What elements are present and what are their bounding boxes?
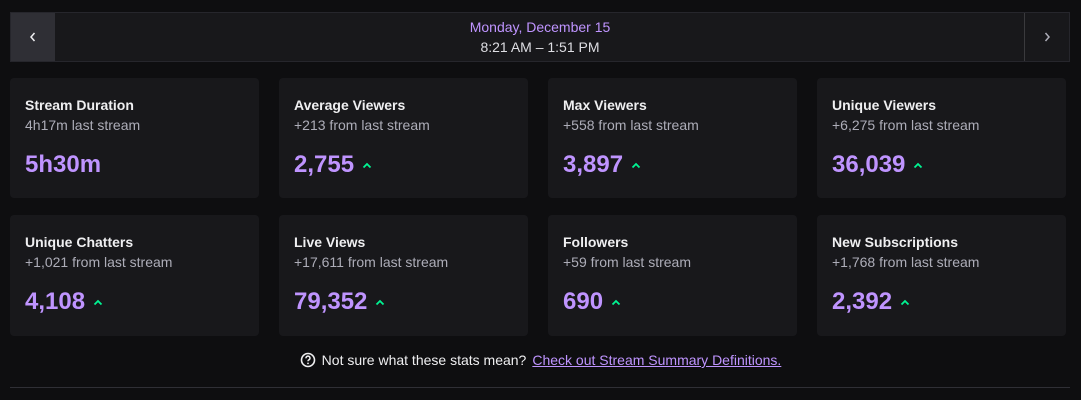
stat-comparison: +213 from last stream	[294, 117, 430, 133]
stat-value-row: 5h30m	[25, 150, 244, 180]
stat-title: Max Viewers	[563, 97, 647, 113]
trend-up-icon	[611, 298, 621, 306]
chevron-right	[1044, 32, 1050, 42]
help-icon	[300, 352, 315, 368]
stat-value-row: 4,108	[25, 287, 244, 317]
stat-value-row: 2,755	[294, 150, 513, 180]
stat-comparison: +1,021 from last stream	[25, 254, 173, 270]
stat-card: Unique Viewers +6,275 from last stream 36,…	[817, 78, 1066, 198]
divider	[10, 387, 1070, 388]
stat-comparison: 4h17m last stream	[25, 117, 141, 133]
stat-comparison: +6,275 from last stream	[832, 117, 980, 133]
chevron-left	[30, 32, 36, 42]
trend-up-icon	[900, 298, 910, 306]
stat-value-row: 2,392	[832, 287, 1051, 317]
previous-button[interactable]	[11, 13, 55, 61]
stat-title: Unique Chatters	[25, 234, 134, 250]
stat-comparison: +558 from last stream	[563, 117, 699, 133]
help-footer: Not sure what these stats mean? Check ou…	[0, 352, 1081, 368]
stat-title: Average Viewers	[294, 97, 406, 113]
stat-card: Unique Chatters +1,021 from last stream 4,…	[10, 215, 259, 336]
stat-value-row: 36,039	[832, 150, 1051, 180]
stat-title: Stream Duration	[25, 97, 134, 113]
stat-title: Unique Viewers	[832, 97, 937, 113]
date-navigator: Monday, December 15 8:21 AM – 1:51 PM	[10, 12, 1070, 62]
stat-comparison: +17,611 from last stream	[294, 254, 449, 270]
stat-comparison: +59 from last stream	[563, 254, 691, 270]
next-button[interactable]	[1024, 13, 1069, 61]
stat-value: 3,897	[563, 151, 624, 178]
trend-up-icon	[93, 298, 103, 306]
stat-value: 36,039	[832, 151, 906, 178]
trend-up-icon	[375, 298, 385, 306]
stat-value: 690	[563, 288, 604, 315]
definitions-link[interactable]: Check out Stream Summary Definitions.	[532, 352, 782, 368]
stat-title: Live Views	[294, 234, 366, 250]
stat-value: 2,755	[294, 151, 355, 178]
stat-value: 5h30m	[25, 151, 102, 178]
stat-card: Followers +59 from last stream 690	[548, 215, 797, 336]
stat-card: New Subscriptions +1,768 from last stream…	[817, 215, 1066, 336]
stat-comparison: +1,768 from last stream	[832, 254, 980, 270]
stat-value: 2,392	[832, 288, 893, 315]
stat-card: Average Viewers +213 from last stream 2,75…	[279, 78, 528, 198]
stat-value-row: 79,352	[294, 287, 513, 317]
stat-value: 4,108	[25, 288, 86, 315]
stat-card: Max Viewers +558 from last stream 3,897	[548, 78, 797, 198]
stat-title: Followers	[563, 234, 629, 250]
stat-value-row: 3,897	[563, 150, 782, 180]
trend-up-icon	[362, 161, 372, 169]
stat-value: 79,352	[294, 288, 368, 315]
stat-card: Stream Duration 4h17m last stream 5h30m	[10, 78, 259, 198]
trend-up-icon	[913, 161, 923, 169]
stream-date: Monday, December 15	[469, 19, 611, 35]
stat-value-row: 690	[563, 287, 782, 317]
stream-time: 8:21 AM – 1:51 PM	[480, 39, 600, 55]
trend-up-icon	[631, 161, 641, 169]
help-text: Not sure what these stats mean?	[321, 352, 527, 368]
stats-grid: Stream Duration 4h17m last stream 5h30m Ave…	[10, 78, 1066, 336]
stat-card: Live Views +17,611 from last stream 79,352	[279, 215, 528, 336]
stat-title: New Subscriptions	[832, 234, 959, 250]
